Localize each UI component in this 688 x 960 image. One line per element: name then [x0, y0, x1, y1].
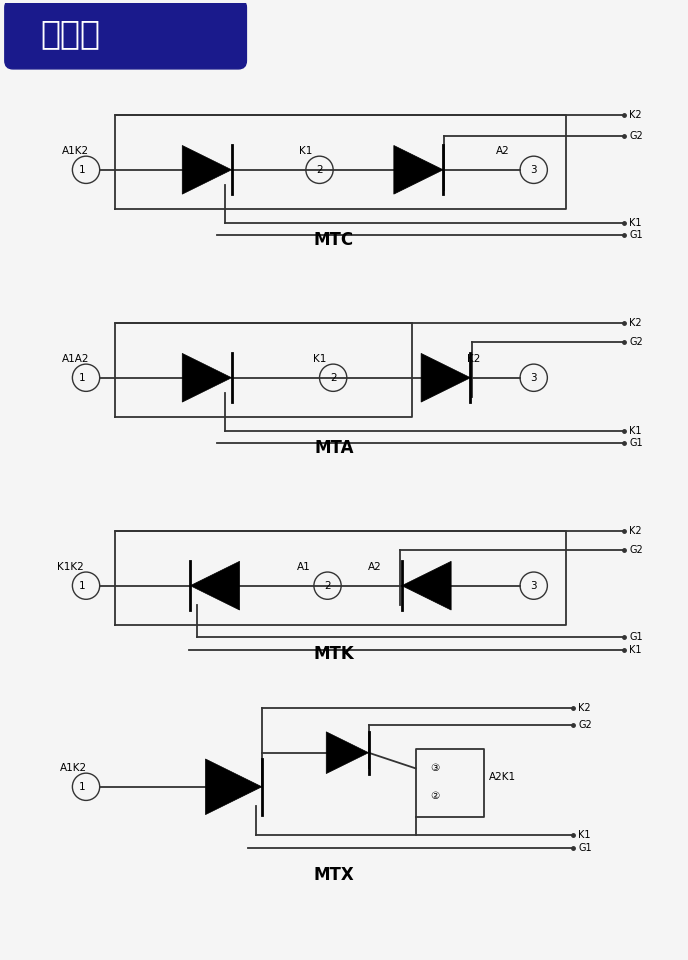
Text: A1K2: A1K2	[62, 146, 89, 156]
Text: K2: K2	[630, 110, 642, 120]
Text: K1: K1	[630, 645, 642, 655]
Text: 2: 2	[330, 372, 336, 383]
FancyBboxPatch shape	[5, 0, 246, 69]
Text: K1: K1	[299, 146, 312, 156]
Text: K2: K2	[630, 318, 642, 328]
Text: 1: 1	[79, 165, 86, 175]
Polygon shape	[182, 353, 232, 402]
Text: 3: 3	[530, 581, 537, 590]
Text: G2: G2	[630, 545, 643, 555]
Text: K1: K1	[630, 218, 642, 228]
Text: A2: A2	[496, 146, 510, 156]
Text: G2: G2	[630, 131, 643, 141]
Polygon shape	[182, 146, 232, 194]
Text: MTX: MTX	[314, 866, 354, 884]
Text: 2: 2	[316, 165, 323, 175]
Text: K2: K2	[578, 704, 591, 713]
Text: A1: A1	[297, 562, 310, 571]
Text: 2: 2	[324, 581, 331, 590]
Text: K2: K2	[467, 353, 480, 364]
Text: A1A2: A1A2	[62, 353, 89, 364]
Text: MTK: MTK	[314, 645, 354, 663]
Text: ③: ③	[430, 763, 440, 774]
Text: A2: A2	[367, 562, 381, 571]
Text: K1: K1	[578, 829, 590, 839]
Text: G2: G2	[578, 720, 592, 731]
Polygon shape	[326, 732, 369, 774]
Text: A2K1: A2K1	[489, 772, 517, 781]
Text: G1: G1	[630, 438, 643, 448]
Polygon shape	[191, 562, 239, 610]
Polygon shape	[206, 759, 262, 815]
Text: K1: K1	[312, 353, 326, 364]
Text: MTC: MTC	[314, 230, 354, 249]
Text: 1: 1	[79, 781, 86, 792]
Text: A1K2: A1K2	[60, 762, 87, 773]
Polygon shape	[394, 146, 443, 194]
Text: 电路图: 电路图	[41, 17, 100, 51]
Text: 1: 1	[79, 581, 86, 590]
Polygon shape	[421, 353, 471, 402]
Text: ②: ②	[430, 791, 440, 801]
Text: G1: G1	[630, 230, 643, 240]
Text: MTA: MTA	[314, 439, 354, 457]
Text: 3: 3	[530, 165, 537, 175]
Polygon shape	[402, 562, 451, 610]
Text: K2: K2	[630, 526, 642, 536]
Text: 1: 1	[79, 372, 86, 383]
Text: K1K2: K1K2	[57, 562, 84, 571]
Text: G1: G1	[630, 633, 643, 642]
Text: K1: K1	[630, 426, 642, 436]
Text: 3: 3	[530, 372, 537, 383]
Text: G2: G2	[630, 337, 643, 348]
Text: G1: G1	[578, 843, 592, 853]
